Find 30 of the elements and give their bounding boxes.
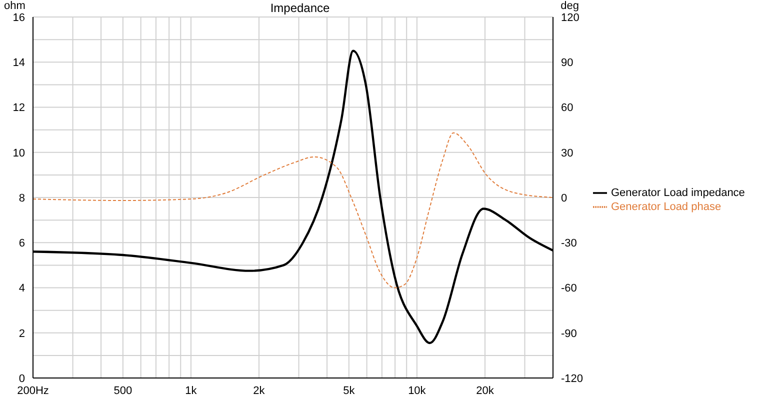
x-tick-label: 200Hz xyxy=(17,384,49,397)
y2-tick-label: 30 xyxy=(561,147,574,160)
y2-axis-title: deg xyxy=(560,0,579,12)
y2-tick-label: 120 xyxy=(561,12,580,24)
y2-tick-label: 0 xyxy=(561,192,568,204)
x-tick-label: 5k xyxy=(343,384,356,397)
y2-tick-label: -120 xyxy=(561,372,584,385)
y-tick-label: 14 xyxy=(12,57,25,70)
y-tick-label: 0 xyxy=(18,372,25,385)
y2-tick-label: -60 xyxy=(561,282,577,295)
y-tick-label: 8 xyxy=(18,192,25,204)
legend-label: Generator Load impedance xyxy=(611,186,745,199)
legend-label: Generator Load phase xyxy=(611,200,722,213)
y-tick-label: 4 xyxy=(18,282,25,295)
y-tick-label: 10 xyxy=(12,147,25,160)
y-tick-label: 12 xyxy=(12,102,25,114)
y-axis-title: ohm xyxy=(4,0,26,12)
y2-tick-label: -30 xyxy=(561,238,577,250)
y2-tick-label: 60 xyxy=(561,102,574,114)
y2-tick-label: 90 xyxy=(561,57,574,70)
x-tick-label: 500 xyxy=(114,384,132,397)
x-tick-label: 20k xyxy=(476,384,494,397)
chart-title: Impedance xyxy=(270,1,330,15)
y-tick-label: 6 xyxy=(18,238,25,250)
y2-tick-label: -90 xyxy=(561,328,577,340)
x-tick-label: 10k xyxy=(408,384,426,397)
y-tick-label: 2 xyxy=(18,328,25,340)
x-tick-label: 2k xyxy=(253,384,266,397)
x-tick-label: 1k xyxy=(185,384,198,397)
y-tick-label: 16 xyxy=(12,12,25,24)
